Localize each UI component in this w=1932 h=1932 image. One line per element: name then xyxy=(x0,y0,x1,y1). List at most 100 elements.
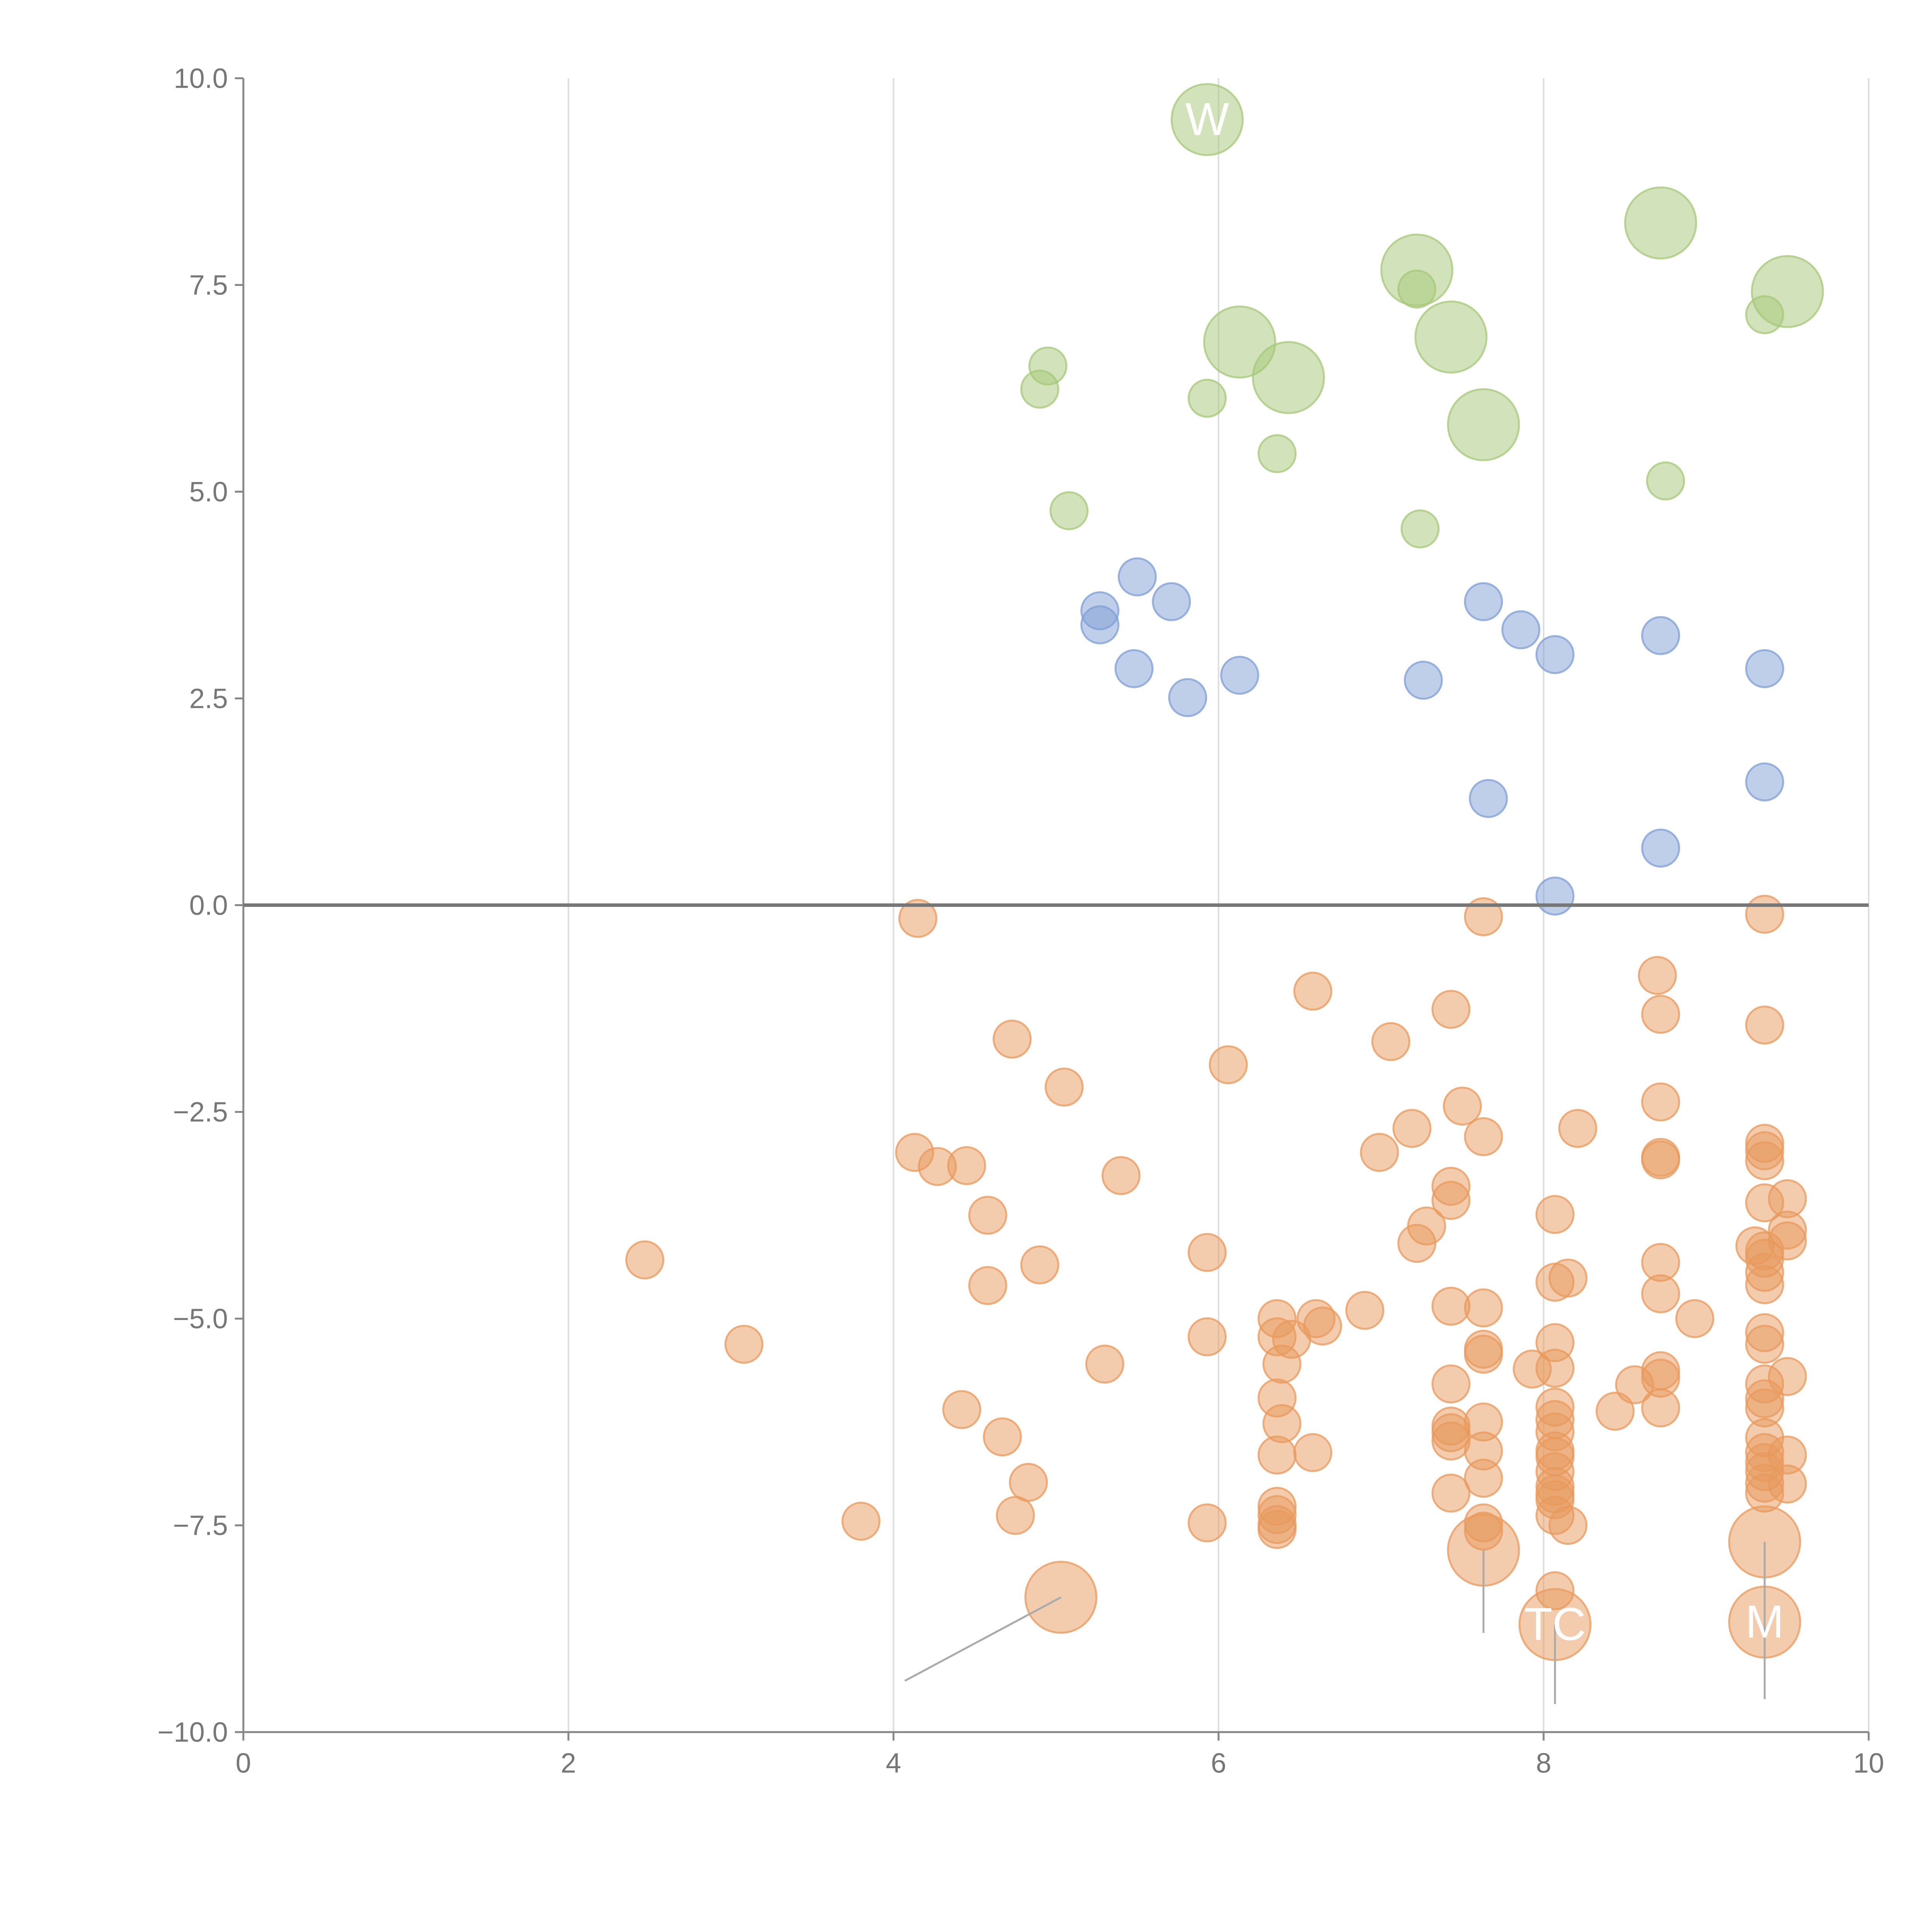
y-tick-label: −2.5 xyxy=(173,1097,228,1128)
data-point xyxy=(1257,1510,1297,1549)
x-tick-label: 2 xyxy=(561,1748,576,1779)
data-point xyxy=(1117,557,1157,597)
data-point xyxy=(1431,990,1471,1029)
data-point xyxy=(1535,876,1575,916)
data-point xyxy=(1257,1435,1297,1475)
data-point xyxy=(1464,1459,1503,1498)
data-point xyxy=(1745,295,1784,335)
data-point xyxy=(1641,1140,1680,1180)
data-point xyxy=(898,899,937,938)
x-tick-label: 0 xyxy=(236,1748,251,1779)
data-point xyxy=(1641,616,1680,655)
data-point xyxy=(1187,1503,1227,1543)
y-tick-label: 2.5 xyxy=(189,684,228,714)
data-point xyxy=(1675,1299,1714,1338)
data-point xyxy=(1293,1433,1333,1472)
data-point xyxy=(1641,995,1680,1034)
data-point xyxy=(1535,635,1575,674)
data-point xyxy=(1638,956,1677,995)
data-point xyxy=(1262,1344,1302,1384)
data-point xyxy=(996,1496,1035,1535)
data-point xyxy=(1745,1141,1784,1180)
data-point xyxy=(1293,971,1333,1011)
data-point xyxy=(1447,388,1520,461)
bubble-annotation: TC xyxy=(1524,1598,1586,1650)
data-point xyxy=(1548,1259,1588,1298)
data-point xyxy=(1187,1233,1227,1272)
data-point xyxy=(1371,1022,1410,1061)
data-point xyxy=(1257,434,1297,473)
data-point xyxy=(1152,582,1191,621)
data-point xyxy=(1404,660,1443,700)
data-point xyxy=(1745,1325,1784,1364)
data-point xyxy=(1009,1463,1048,1502)
bubble-annotation: M xyxy=(1745,1596,1784,1648)
data-point xyxy=(1101,1156,1141,1195)
data-point xyxy=(1464,1288,1503,1328)
x-tick-label: 4 xyxy=(886,1748,901,1779)
data-point xyxy=(1414,300,1488,374)
data-point xyxy=(1220,656,1259,695)
data-point xyxy=(1020,1245,1060,1284)
data-point xyxy=(1187,1317,1227,1357)
leader-line xyxy=(904,1596,1061,1682)
data-point xyxy=(1464,897,1503,937)
data-point xyxy=(1464,1335,1503,1374)
data-point xyxy=(1431,1181,1471,1220)
data-point xyxy=(1535,1195,1575,1234)
data-point xyxy=(1548,1506,1588,1545)
data-point xyxy=(1360,1133,1399,1172)
x-tick-label: 6 xyxy=(1211,1748,1226,1779)
data-point xyxy=(1595,1391,1635,1431)
data-point xyxy=(1431,1421,1471,1461)
data-point xyxy=(1085,1344,1124,1384)
data-point xyxy=(968,1266,1007,1305)
data-point xyxy=(1641,1082,1680,1122)
data-point xyxy=(942,1390,981,1429)
data-point xyxy=(992,1019,1032,1059)
y-tick-label: 10.0 xyxy=(174,63,228,94)
data-point xyxy=(1431,1364,1471,1404)
data-point xyxy=(1397,269,1437,309)
data-point xyxy=(983,1417,1022,1457)
data-point xyxy=(1745,762,1784,802)
data-point xyxy=(1745,1265,1784,1304)
data-point xyxy=(1624,186,1697,260)
data-point xyxy=(1187,379,1227,418)
data-point xyxy=(724,1325,764,1364)
data-point xyxy=(1464,1117,1503,1156)
data-point xyxy=(1080,605,1120,645)
data-point xyxy=(1044,1067,1084,1107)
x-tick-label: 10 xyxy=(1853,1748,1884,1779)
data-point xyxy=(947,1146,986,1185)
y-tick-label: −7.5 xyxy=(173,1510,228,1541)
data-point xyxy=(1397,1224,1437,1263)
data-point xyxy=(1745,649,1784,688)
data-point xyxy=(968,1196,1007,1235)
data-point xyxy=(1641,1274,1680,1313)
data-point xyxy=(1641,1388,1680,1428)
y-tick-label: 0.0 xyxy=(189,890,228,921)
y-tick-label: −10.0 xyxy=(158,1717,228,1748)
data-point xyxy=(1400,509,1440,549)
data-point xyxy=(841,1502,881,1541)
data-point xyxy=(1501,610,1541,650)
data-point xyxy=(1209,1045,1248,1085)
bubble-annotation: W xyxy=(1185,93,1229,145)
data-point xyxy=(1168,678,1208,717)
data-point xyxy=(1431,1286,1471,1326)
y-tick-label: 7.5 xyxy=(189,270,228,301)
data-point xyxy=(1345,1291,1384,1330)
data-point xyxy=(1252,341,1325,414)
data-point xyxy=(1170,83,1244,156)
data-point xyxy=(1020,369,1060,409)
data-point xyxy=(1049,491,1089,531)
data-point xyxy=(1535,1349,1575,1388)
data-point xyxy=(625,1240,665,1280)
data-point xyxy=(1646,461,1685,501)
data-point xyxy=(1558,1109,1597,1148)
y-tick-label: 5.0 xyxy=(189,476,228,507)
data-point xyxy=(1745,1005,1784,1045)
